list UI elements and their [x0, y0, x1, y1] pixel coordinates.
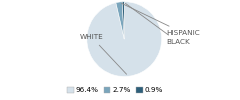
Wedge shape	[122, 2, 124, 39]
Text: BLACK: BLACK	[126, 3, 191, 46]
Text: WHITE: WHITE	[80, 34, 126, 74]
Wedge shape	[87, 2, 162, 76]
Legend: 96.4%, 2.7%, 0.9%: 96.4%, 2.7%, 0.9%	[64, 84, 166, 96]
Wedge shape	[116, 2, 124, 39]
Text: HISPANIC: HISPANIC	[121, 3, 200, 36]
